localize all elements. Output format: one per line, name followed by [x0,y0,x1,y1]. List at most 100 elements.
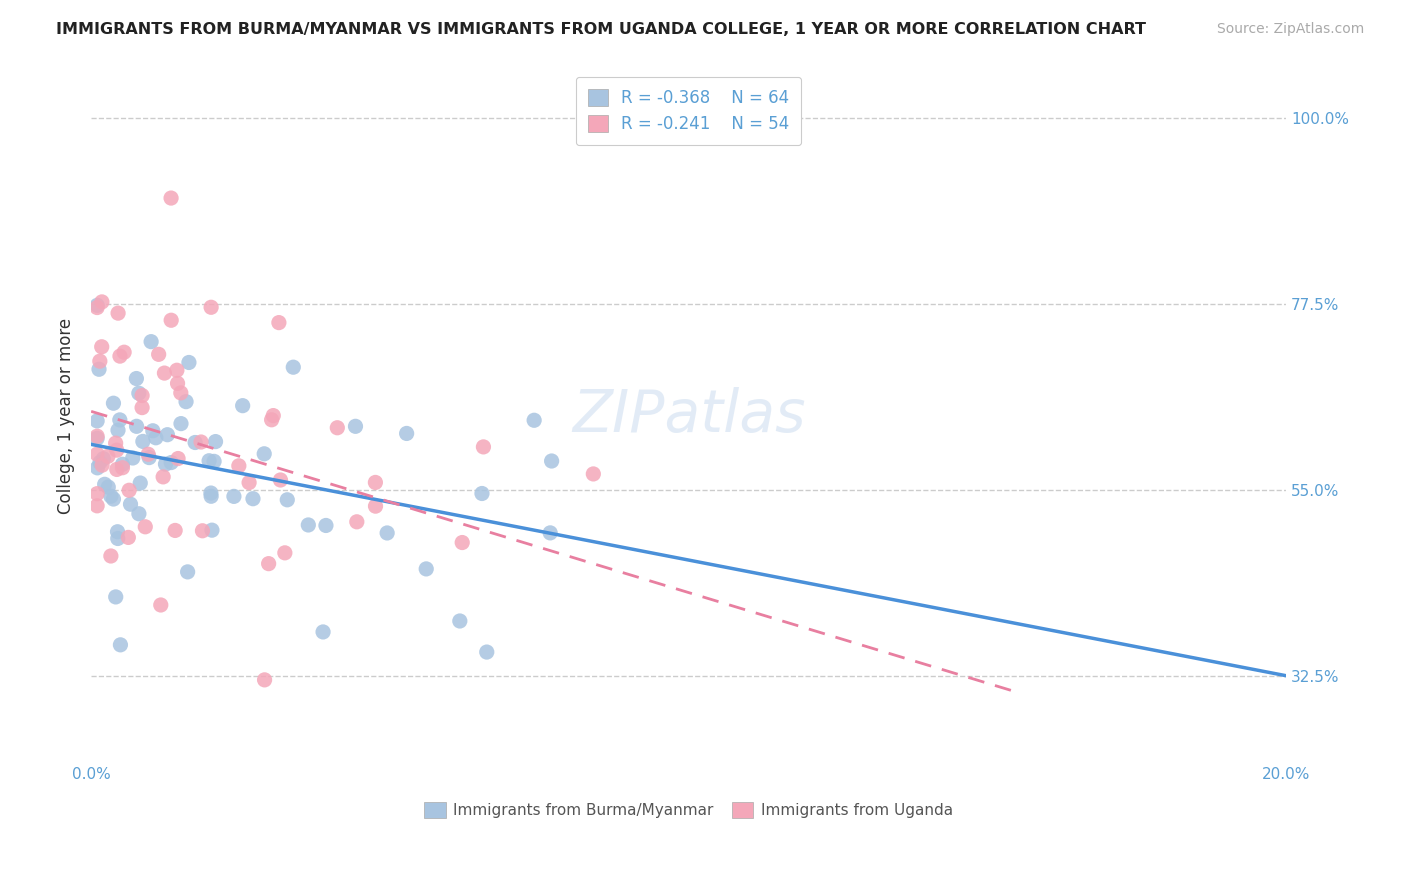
Point [267,316,290,330]
Point [242,491,264,506]
Point [132,434,155,449]
Point [86,414,108,428]
Point [312,624,335,639]
Point [91,451,114,466]
Point [232,399,254,413]
Point [200,486,222,500]
Point [105,443,128,458]
Point [165,524,187,538]
Point [86,499,108,513]
Point [395,426,418,441]
Point [200,300,222,314]
Point [297,518,319,533]
Point [170,417,193,431]
Point [107,306,129,320]
Point [142,424,165,438]
Point [269,473,291,487]
Point [89,354,111,368]
Legend: Immigrants from Burma/Myanmar, Immigrants from Uganda: Immigrants from Burma/Myanmar, Immigrant… [418,796,959,824]
Point [108,349,131,363]
Point [262,409,284,423]
Point [156,427,179,442]
Point [415,562,437,576]
Point [86,460,108,475]
Point [472,440,495,454]
Point [125,371,148,385]
Point [139,334,162,349]
Point [145,431,167,445]
Point [86,447,108,461]
Point [155,457,177,471]
Point [107,423,129,437]
Point [90,294,112,309]
Point [523,413,546,427]
Point [540,454,562,468]
Point [166,376,188,391]
Point [86,429,108,443]
Point [107,532,129,546]
Point [112,345,135,359]
Point [148,347,170,361]
Point [87,362,110,376]
Point [253,673,276,687]
Y-axis label: College, 1 year or more: College, 1 year or more [58,318,75,514]
Point [202,454,225,468]
Point [346,515,368,529]
Point [276,492,298,507]
Point [97,480,120,494]
Point [136,447,159,461]
Text: IMMIGRANTS FROM BURMA/MYANMAR VS IMMIGRANTS FROM UGANDA COLLEGE, 1 YEAR OR MORE : IMMIGRANTS FROM BURMA/MYANMAR VS IMMIGRA… [56,22,1146,37]
Point [100,549,122,563]
Point [121,450,143,465]
Point [471,486,494,500]
Point [344,419,367,434]
Point [315,518,337,533]
Point [190,435,212,450]
Point [253,447,276,461]
Point [134,520,156,534]
Point [105,462,128,476]
Point [108,413,131,427]
Point [104,590,127,604]
Point [86,431,108,445]
Point [100,489,122,503]
Point [167,451,190,466]
Point [451,535,474,549]
Point [110,638,132,652]
Point [191,524,214,538]
Point [364,475,387,490]
Point [174,394,197,409]
Point [131,401,153,415]
Point [160,313,183,327]
Point [375,525,398,540]
Point [89,455,111,469]
Point [166,363,188,377]
Point [129,476,152,491]
Point [176,565,198,579]
Point [103,491,125,506]
Point [103,396,125,410]
Point [160,456,183,470]
Point [104,436,127,450]
Text: Source: ZipAtlas.com: Source: ZipAtlas.com [1216,22,1364,37]
Point [86,301,108,315]
Point [138,450,160,465]
Point [364,499,387,513]
Point [582,467,605,481]
Point [90,340,112,354]
Text: ZIPatlas: ZIPatlas [572,387,806,444]
Point [204,434,226,449]
Point [93,477,115,491]
Point [274,546,297,560]
Point [149,598,172,612]
Point [201,523,224,537]
Point [222,489,245,503]
Point [86,486,108,500]
Point [131,388,153,402]
Point [97,450,120,464]
Point [200,489,222,503]
Point [125,419,148,434]
Point [170,385,193,400]
Point [128,386,150,401]
Point [86,298,108,312]
